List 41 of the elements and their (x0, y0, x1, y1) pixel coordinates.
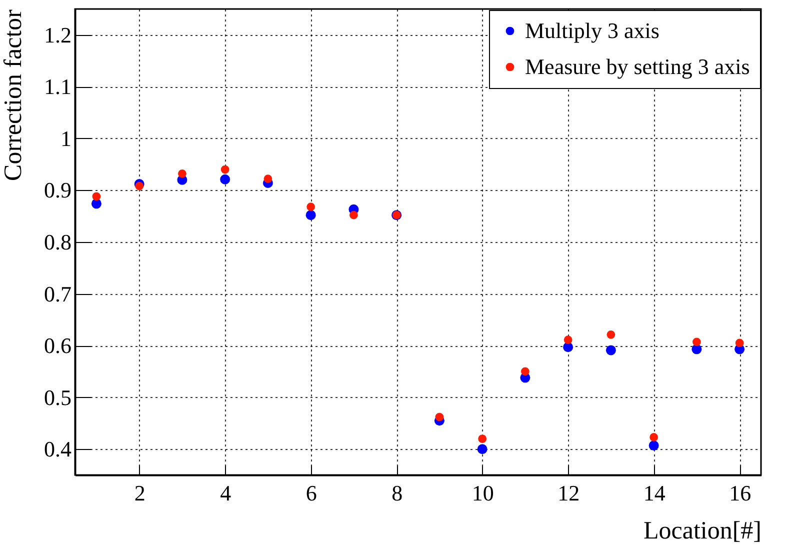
legend-label: Measure by setting 3 axis (525, 54, 750, 79)
point (692, 338, 701, 346)
legend-label: Multiply 3 axis (525, 18, 660, 43)
y-tick-label: 0.7 (44, 281, 72, 306)
point (178, 169, 186, 178)
x-tick-label: 8 (392, 480, 403, 506)
x-tick-label: 4 (220, 480, 232, 506)
y-tick-label: 1 (60, 126, 72, 151)
point (477, 444, 488, 454)
point (735, 338, 744, 348)
y-axis-title: Correction factor (0, 8, 27, 181)
point (606, 345, 616, 356)
y-tick-label: 0.8 (44, 230, 72, 254)
point (264, 174, 272, 184)
x-tick-label: 2 (134, 480, 146, 506)
y-tick-label: 1.2 (44, 22, 72, 48)
y-tick-label: 0.5 (44, 384, 72, 410)
point (478, 434, 486, 443)
x-tick-label: 14 (643, 480, 666, 506)
x-axis-title: Location[#] (643, 518, 762, 544)
point (606, 330, 616, 339)
point (648, 440, 659, 450)
x-tick-label: 6 (306, 480, 317, 506)
point (564, 336, 572, 344)
y-tick-label: 0.4 (44, 436, 72, 462)
point (350, 210, 358, 220)
x-tick-label: 10 (472, 480, 494, 506)
point (435, 412, 444, 422)
point (306, 210, 316, 220)
point (650, 433, 658, 442)
y-tick-label: 0.9 (44, 178, 72, 203)
point (92, 192, 101, 201)
point (521, 367, 530, 376)
point (306, 202, 315, 211)
point (220, 174, 230, 184)
x-tick-label: 16 (729, 480, 752, 506)
x-tick-label: 12 (558, 480, 580, 506)
point (135, 182, 144, 190)
y-tick-label: 0.6 (44, 333, 72, 358)
point (220, 165, 230, 174)
y-tick-label: 1.1 (44, 74, 72, 100)
